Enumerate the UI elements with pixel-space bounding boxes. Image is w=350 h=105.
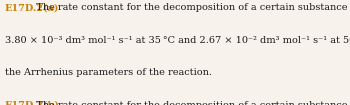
Text: the Arrhenius parameters of the reaction.: the Arrhenius parameters of the reaction… — [5, 68, 211, 77]
Text: 3.80 × 10⁻³ dm³ mol⁻¹ s⁻¹ at 35 °C and 2.67 × 10⁻² dm³ mol⁻¹ s⁻¹ at 50 °C. Evalu: 3.80 × 10⁻³ dm³ mol⁻¹ s⁻¹ at 35 °C and 2… — [5, 36, 350, 45]
Text: The rate constant for the decomposition of a certain substance is: The rate constant for the decomposition … — [33, 3, 350, 12]
Text: E17D.2(a): E17D.2(a) — [5, 3, 59, 12]
Text: E17D.2(b): E17D.2(b) — [5, 101, 60, 105]
Text: The rate constant for the decomposition of a certain substance is: The rate constant for the decomposition … — [33, 101, 350, 105]
